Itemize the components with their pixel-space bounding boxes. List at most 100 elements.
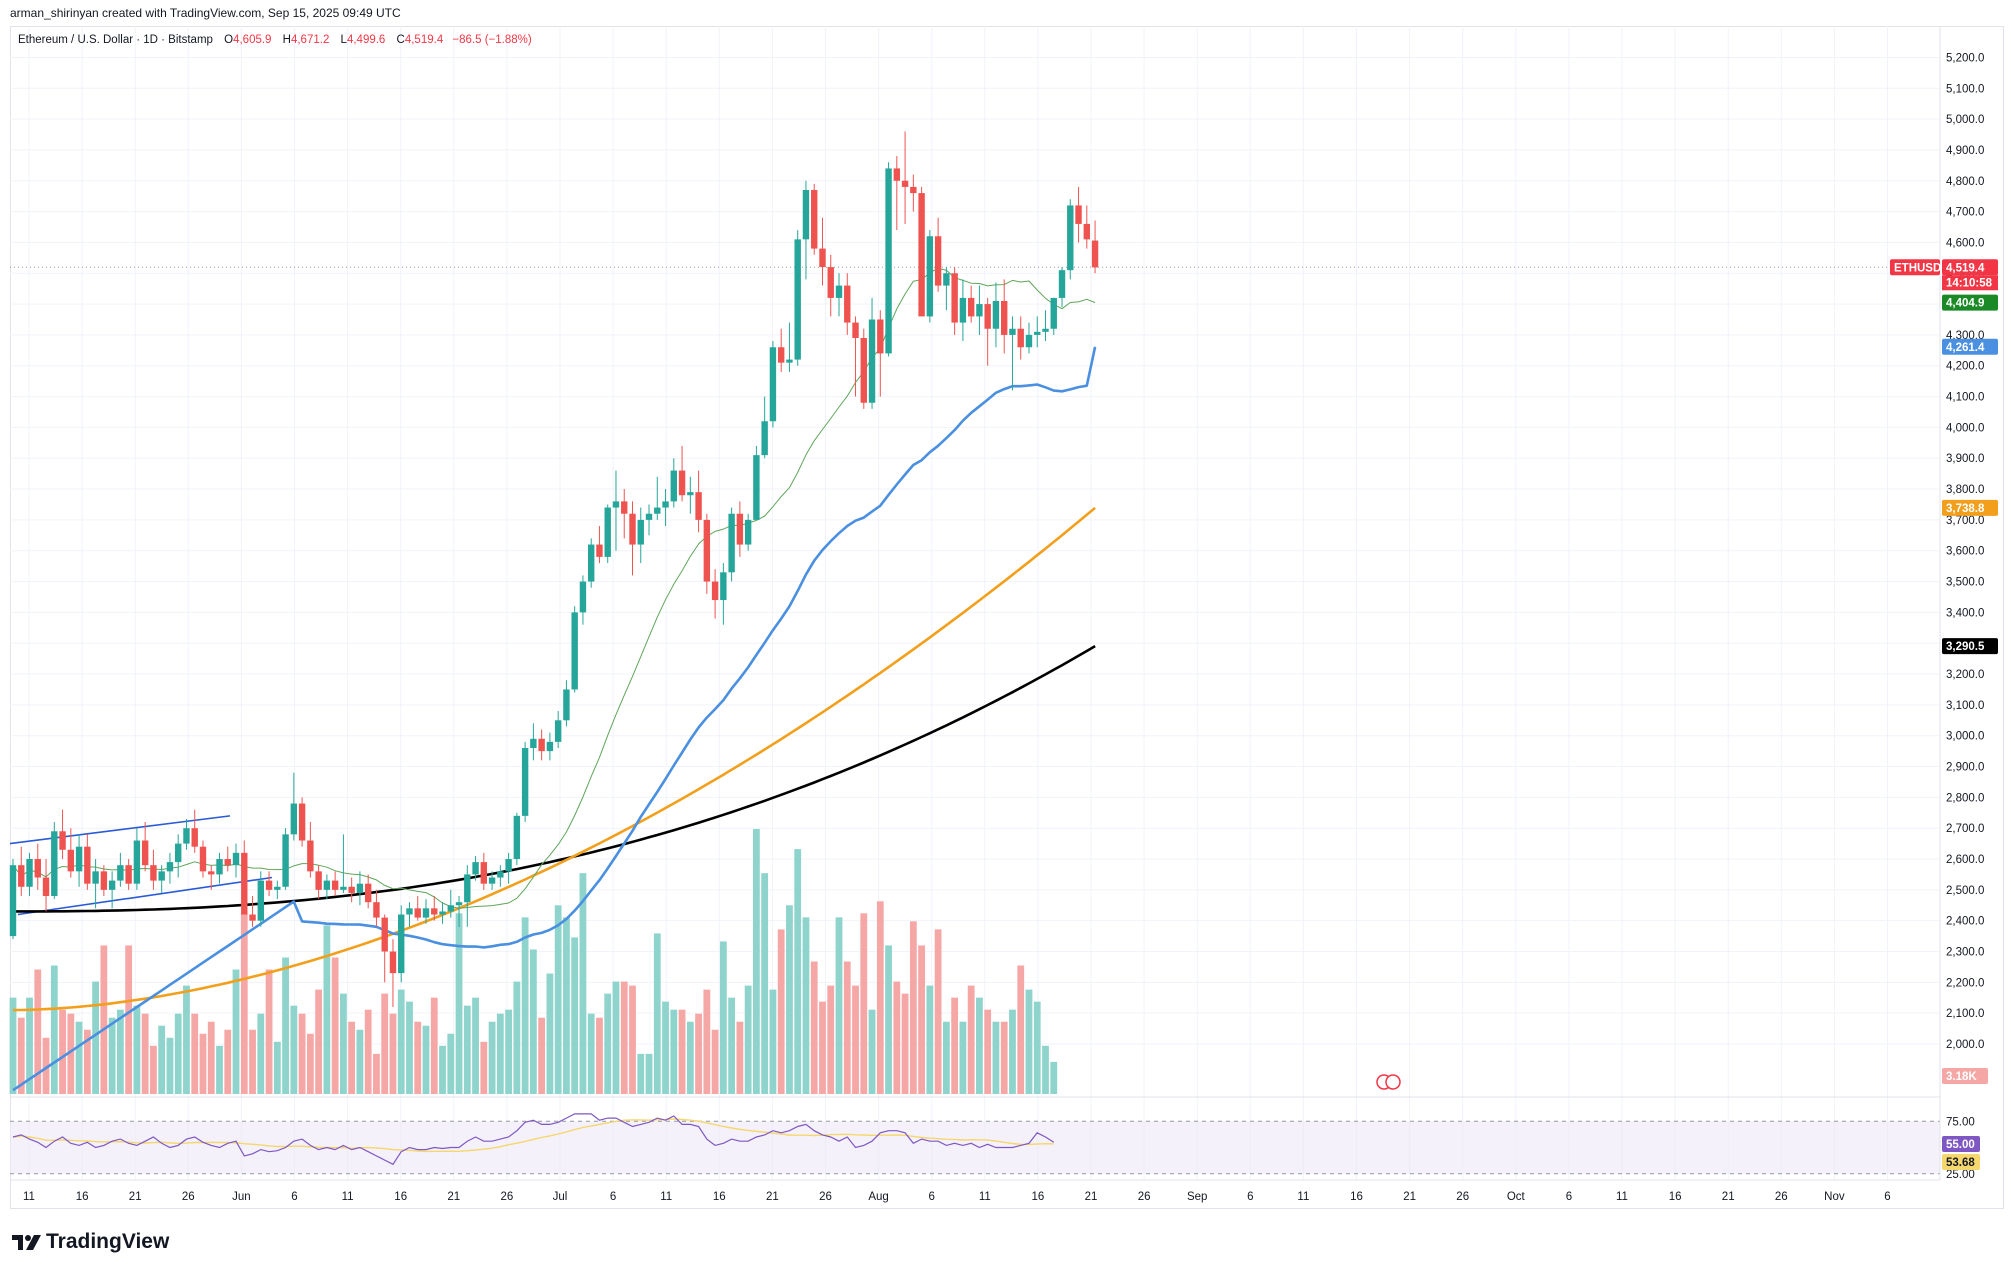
candle-body	[34, 859, 41, 878]
volume-bar	[703, 989, 711, 1094]
change-value: −86.5 (−1.88%)	[452, 34, 532, 46]
price-tick-label: 2,300.0	[1946, 947, 1984, 959]
price-tick-label: 5,100.0	[1946, 83, 1984, 95]
upper-trendline	[9, 815, 231, 845]
candle-body	[175, 843, 182, 863]
candle-body	[711, 581, 719, 601]
time-tick-label: 16	[394, 1191, 407, 1203]
volume-bar	[455, 913, 463, 1094]
volume-bar	[563, 917, 570, 1094]
candle-body	[629, 513, 636, 545]
volume-bar	[753, 829, 760, 1094]
volume-bar	[629, 985, 636, 1094]
price-tick-label: 5,200.0	[1946, 52, 1984, 64]
volume-bar	[216, 1045, 223, 1094]
time-tick-label: 26	[1456, 1191, 1469, 1203]
volume-bar	[422, 1025, 430, 1094]
volume-bar	[389, 1013, 397, 1094]
volume-bar	[298, 1013, 306, 1094]
header-bar: arman_shirinyan created with TradingView…	[0, 0, 2014, 26]
volume-bar	[596, 1017, 603, 1094]
candle-body	[1075, 205, 1082, 224]
rsi-pane: 75.00 25.00	[10, 1113, 1975, 1181]
candle-body	[100, 871, 108, 890]
volume-bar	[273, 1041, 281, 1094]
candle-body	[92, 871, 99, 884]
price-tick-label: 3,000.0	[1946, 731, 1984, 743]
time-tick-label: 16	[1032, 1191, 1045, 1203]
candle-body	[1025, 334, 1033, 348]
candle-body	[307, 840, 314, 872]
price-tick-label: 2,400.0	[1946, 916, 1984, 928]
candle-body	[141, 840, 149, 866]
candle-body	[265, 880, 273, 890]
price-tick-label: 2,900.0	[1946, 762, 1984, 774]
candle-body	[1050, 297, 1057, 329]
candle-body	[183, 828, 190, 844]
ma20-line	[12, 268, 1096, 909]
candle-body	[51, 831, 58, 897]
time-tick-label: Jun	[232, 1191, 251, 1203]
candle-body	[166, 862, 174, 872]
time-tick-label: 21	[1722, 1191, 1735, 1203]
volume-bar	[100, 945, 108, 1094]
candle-body	[216, 859, 223, 875]
candle-body	[753, 455, 760, 520]
volume-bar	[364, 1009, 372, 1094]
volume-bar	[199, 1033, 207, 1094]
candle-body	[579, 581, 587, 613]
volume-bar	[959, 1021, 967, 1094]
time-tick-label: 21	[766, 1191, 779, 1203]
volume-bar	[59, 1009, 66, 1094]
ma100-line	[12, 506, 1096, 1012]
price-tick-label: 2,600.0	[1946, 854, 1984, 866]
volume-bar	[50, 965, 58, 1094]
rsi-tag: 55.00	[1946, 1139, 1975, 1151]
candle-body	[340, 886, 347, 890]
time-tick-label: 6	[291, 1191, 297, 1203]
price-tick-label: 3,600.0	[1946, 546, 1984, 558]
candle-body	[208, 871, 215, 875]
price-tick-label: 4,700.0	[1946, 207, 1984, 219]
volume-bar	[158, 1025, 166, 1094]
event-flag-icon	[1385, 1074, 1401, 1090]
volume-bar	[150, 1045, 157, 1094]
candle-body	[951, 273, 958, 323]
volume-bar	[670, 1009, 678, 1094]
candle-body	[992, 300, 1000, 329]
candle-body	[563, 689, 570, 721]
candle-body	[530, 738, 537, 749]
candle-body	[670, 470, 677, 502]
price-tick-label: 3,900.0	[1946, 453, 1984, 465]
candle-body	[910, 186, 917, 194]
candle-body	[744, 519, 752, 545]
candle-body	[18, 865, 25, 887]
candle-body	[1042, 328, 1049, 332]
rsi-level-label: 75.00	[1946, 1116, 1975, 1128]
time-tick-label: 26	[1138, 1191, 1151, 1203]
low-value: 4,499.6	[346, 34, 386, 46]
time-tick-label: Nov	[1824, 1191, 1845, 1203]
ma200-line	[13, 644, 1096, 913]
candle-body	[819, 248, 826, 268]
candle-body	[282, 834, 289, 887]
volume-bar	[1017, 965, 1025, 1094]
candle-body	[298, 803, 306, 841]
price-tick-label: 4,100.0	[1946, 392, 1984, 404]
candle-body	[191, 828, 198, 847]
candle-body	[860, 337, 867, 403]
candle-body	[315, 871, 322, 890]
volume-bar	[108, 1017, 116, 1094]
candle-body	[769, 347, 777, 422]
volume-bar	[381, 993, 389, 1094]
candle-body	[538, 738, 545, 752]
candle-body	[414, 908, 421, 918]
candle-body	[232, 852, 240, 866]
ma-price-tag-bg	[1942, 294, 1998, 311]
volume-bar	[612, 981, 620, 1094]
tradingview-logo[interactable]: TradingView	[12, 1230, 169, 1254]
volume-bar	[83, 1029, 91, 1094]
ma-price-tag-bg	[1942, 338, 1998, 355]
candle-body	[687, 492, 694, 496]
